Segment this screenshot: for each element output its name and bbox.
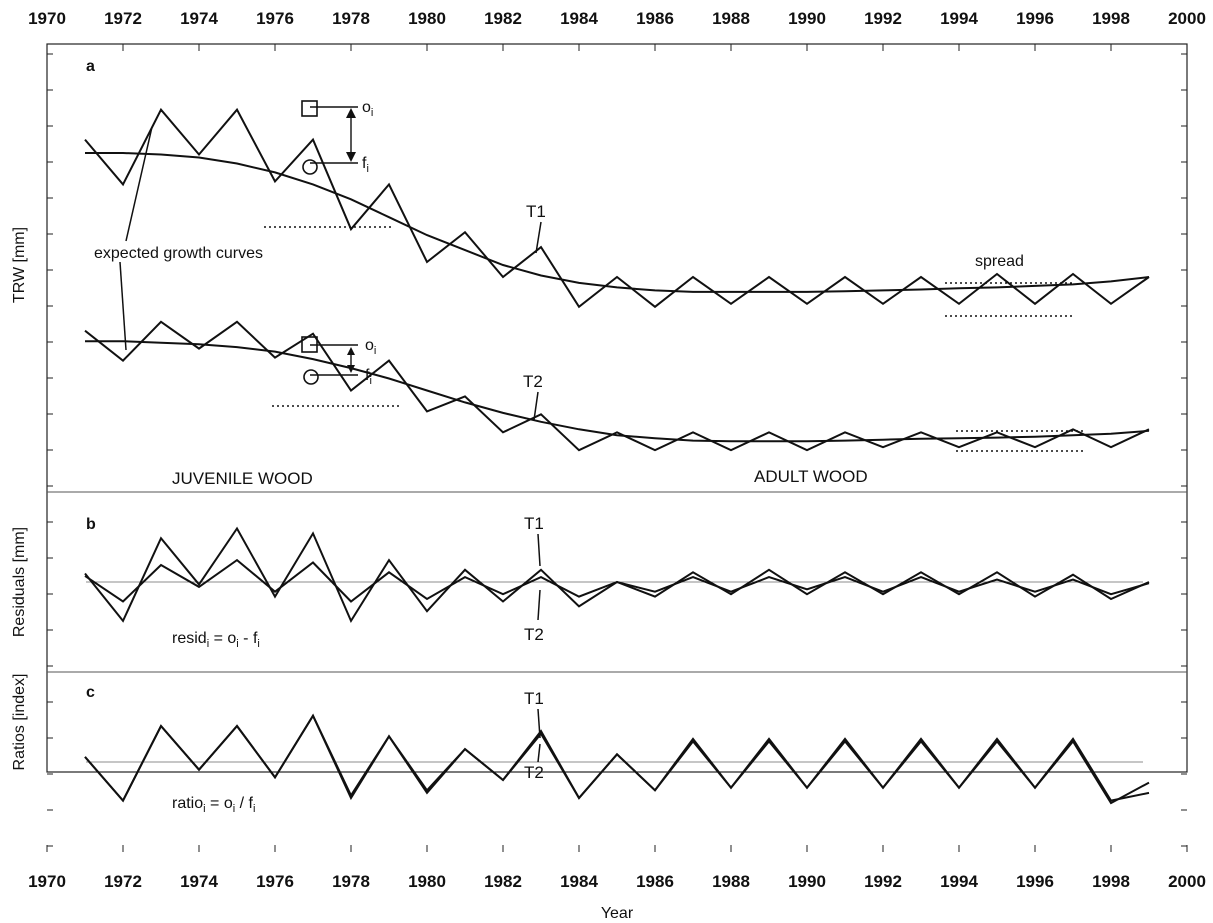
t1-leader-b — [537, 533, 541, 567]
x-tick-label-top: 1998 — [1092, 9, 1130, 28]
series-line-t1 — [84, 107, 1150, 309]
fitted-marker-t2 — [303, 369, 319, 385]
series-line-t1-residuals — [84, 526, 1150, 624]
x-tick-label-top: 1970 — [28, 9, 66, 28]
f-label-t1: fi — [362, 155, 369, 175]
x-tick-label-bottom: 1980 — [408, 872, 446, 891]
panel-a-annotations: oi fi oi fi expected growth curves T1 T2… — [94, 99, 1084, 488]
panel-letter-a: a — [86, 58, 95, 75]
plot-frame — [46, 43, 1188, 773]
t1-leader-a — [535, 221, 542, 254]
x-tick-label-bottom: 1978 — [332, 872, 370, 891]
t2-label-a: T2 — [523, 372, 543, 391]
x-axis-title: Year — [601, 905, 634, 922]
t1-label-a: T1 — [526, 202, 546, 221]
series-line-t2-expected — [85, 340, 1150, 443]
panel-a-series — [84, 107, 1150, 452]
ratio-formula: ratioi = oi / fi — [172, 795, 255, 815]
x-tick-label-top: 2000 — [1168, 9, 1206, 28]
panel-b-annotations: T1 T2 residi = oi - fi — [172, 514, 544, 650]
y-axis-title-a: TRW [mm] — [11, 227, 28, 303]
axis-ticks — [46, 44, 1188, 852]
t1-label-c: T1 — [524, 689, 544, 708]
x-tick-label-top: 1986 — [636, 9, 674, 28]
x-tick-label-top: 1972 — [104, 9, 142, 28]
t2-leader-c — [537, 743, 541, 763]
fitted-marker-t1 — [302, 159, 318, 175]
t1-leader-c — [537, 708, 541, 739]
x-tick-label-bottom: 1996 — [1016, 872, 1054, 891]
x-tick-label-bottom: 1972 — [104, 872, 142, 891]
curves-leader-lower — [119, 261, 127, 351]
x-tick-label-bottom: 1976 — [256, 872, 294, 891]
x-tick-label-bottom: 1984 — [560, 872, 598, 891]
x-tick-label-bottom: 1992 — [864, 872, 902, 891]
x-tick-label-bottom: 2000 — [1168, 872, 1206, 891]
expected-growth-curves-label: expected growth curves — [94, 245, 263, 262]
x-tick-label-top: 1992 — [864, 9, 902, 28]
arrow-heads-t2 — [347, 347, 355, 373]
x-tick-label-top: 1978 — [332, 9, 370, 28]
x-tick-label-bottom: 1994 — [940, 872, 978, 891]
panel-letter-b: b — [86, 516, 96, 533]
bottom-axis-labels: 1970 1972 1974 1976 1978 1980 1982 1984 1986 1988… — [28, 872, 1206, 891]
t2-leader-b — [537, 589, 541, 621]
top-axis-labels: 1970 1972 1974 1976 1978 1980 1982 1984 1986 1988… — [28, 9, 1206, 28]
o-label-t2: oi — [365, 337, 376, 357]
x-tick-label-top: 1980 — [408, 9, 446, 28]
t2-label-c: T2 — [524, 763, 544, 782]
x-tick-label-top: 1996 — [1016, 9, 1054, 28]
series-line-t1-expected — [85, 152, 1150, 293]
x-tick-label-top: 1994 — [940, 9, 978, 28]
t2-label-b: T2 — [524, 625, 544, 644]
x-tick-label-top: 1976 — [256, 9, 294, 28]
x-tick-label-top: 1990 — [788, 9, 826, 28]
x-tick-label-bottom: 1986 — [636, 872, 674, 891]
y-axis-title-c: Ratios [index] — [11, 674, 28, 771]
x-tick-label-top: 1974 — [180, 9, 218, 28]
panel-c-series — [84, 713, 1150, 805]
panel-letter-c: c — [86, 684, 95, 701]
t2-leader-a — [533, 391, 539, 421]
t1-label-b: T1 — [524, 514, 544, 533]
residual-formula: residi = oi - fi — [172, 630, 260, 650]
x-tick-label-bottom: 1974 — [180, 872, 218, 891]
series-line-t2-ratios — [84, 713, 1150, 803]
x-tick-label-bottom: 1998 — [1092, 872, 1130, 891]
x-tick-label-top: 1988 — [712, 9, 750, 28]
panel-b-series — [84, 526, 1150, 624]
o-label-t1: oi — [362, 99, 373, 119]
curves-leader-upper — [125, 126, 153, 242]
x-tick-label-bottom: 1990 — [788, 872, 826, 891]
series-line-t2 — [84, 320, 1150, 452]
juvenile-wood-label: JUVENILE WOOD — [172, 469, 313, 488]
panel-c-annotations: T1 T2 ratioi = oi / fi — [172, 689, 544, 815]
spread-label: spread — [975, 253, 1024, 270]
series-line-t2-residuals — [84, 558, 1150, 603]
observed-marker-t1 — [301, 100, 318, 117]
x-tick-label-top: 1982 — [484, 9, 522, 28]
x-tick-label-bottom: 1982 — [484, 872, 522, 891]
x-tick-label-top: 1984 — [560, 9, 598, 28]
f-label-t2: fi — [365, 367, 372, 387]
x-tick-label-bottom: 1970 — [28, 872, 66, 891]
series-line-t1-ratios — [84, 713, 1150, 805]
adult-wood-label: ADULT WOOD — [754, 467, 868, 486]
x-tick-label-bottom: 1988 — [712, 872, 750, 891]
y-axis-title-b: Residuals [mm] — [11, 527, 28, 637]
